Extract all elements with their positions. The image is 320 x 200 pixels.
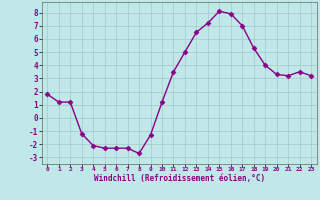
X-axis label: Windchill (Refroidissement éolien,°C): Windchill (Refroidissement éolien,°C) (94, 174, 265, 183)
